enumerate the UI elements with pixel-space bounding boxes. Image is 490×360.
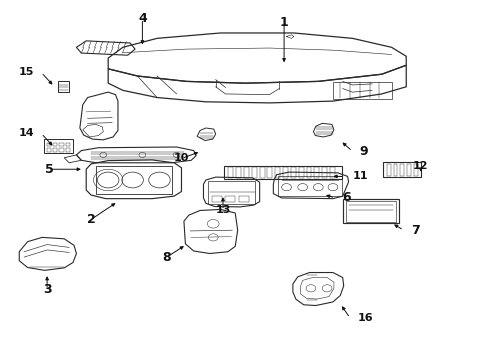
Text: 12: 12 [413, 161, 429, 171]
Bar [66, 143, 70, 146]
Bar [330, 167, 335, 178]
Bar [236, 167, 241, 178]
Bar [393, 164, 397, 176]
Bar [333, 82, 392, 99]
Text: 3: 3 [43, 283, 51, 296]
Text: 1: 1 [280, 16, 289, 29]
Bar [225, 196, 235, 202]
Bar [53, 148, 57, 152]
Bar [58, 81, 69, 92]
Bar [414, 164, 418, 176]
Text: 16: 16 [357, 313, 373, 323]
Bar [407, 164, 411, 176]
Text: 2: 2 [87, 213, 96, 226]
Bar [383, 162, 421, 177]
Text: 5: 5 [45, 163, 54, 176]
Bar [208, 181, 255, 204]
Bar [224, 166, 342, 179]
Bar [47, 143, 51, 146]
Bar [268, 167, 272, 178]
Bar [239, 196, 249, 202]
Bar [307, 167, 312, 178]
Bar [322, 167, 327, 178]
Bar [96, 166, 172, 194]
Bar [228, 167, 233, 178]
Bar [343, 199, 399, 223]
Bar [252, 167, 257, 178]
Bar [66, 148, 70, 152]
Bar [291, 167, 296, 178]
Bar [275, 167, 280, 178]
Bar [283, 167, 288, 178]
Text: 13: 13 [215, 206, 231, 216]
Bar [387, 164, 391, 176]
Text: 14: 14 [18, 129, 34, 138]
Bar [44, 139, 73, 153]
Bar [47, 148, 51, 152]
Bar [260, 167, 265, 178]
Text: 10: 10 [174, 153, 189, 163]
Bar [53, 143, 57, 146]
Text: 8: 8 [163, 251, 171, 264]
Bar [315, 167, 319, 178]
Text: 11: 11 [352, 171, 368, 181]
Bar [345, 201, 396, 222]
Bar [59, 148, 64, 152]
Text: 7: 7 [411, 224, 420, 237]
Bar [400, 164, 404, 176]
Bar [244, 167, 249, 178]
Bar [212, 196, 221, 202]
Bar [299, 167, 304, 178]
Text: 15: 15 [19, 67, 34, 77]
Text: 6: 6 [343, 192, 351, 204]
Bar [278, 176, 342, 196]
Text: 4: 4 [138, 12, 147, 25]
Bar [59, 143, 64, 146]
Text: 9: 9 [360, 145, 368, 158]
